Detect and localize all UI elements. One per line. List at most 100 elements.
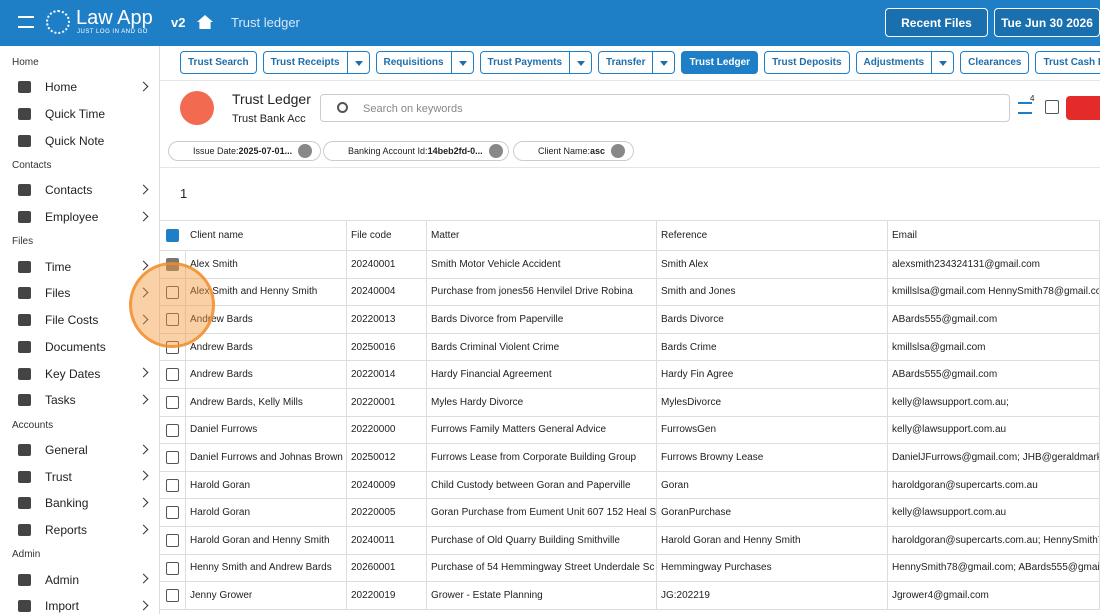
table-cell[interactable]: Smith Alex (657, 251, 888, 279)
row-checkbox[interactable] (166, 478, 179, 492)
table-cell[interactable]: Daniel Furrows and Johnas Brown (186, 444, 347, 472)
table-cell[interactable]: GoranPurchase (657, 499, 888, 527)
nav-item[interactable]: Quick Time (0, 101, 159, 128)
date-button[interactable]: Tue Jun 30 2026 (994, 8, 1100, 37)
tab-dropdown[interactable] (931, 52, 953, 73)
table-cell[interactable]: Grower - Estate Planning (427, 582, 657, 610)
table-cell[interactable]: haroldgoran@supercarts.com.au; HennySmit… (888, 527, 1100, 555)
tab-dropdown[interactable] (652, 52, 674, 73)
column-header[interactable]: Matter (427, 220, 657, 251)
table-cell[interactable]: Goran Purchase from Eument Unit 607 152 … (427, 499, 657, 527)
table-cell[interactable]: 20240001 (347, 251, 427, 279)
search-box[interactable]: Search on keywords (320, 94, 1010, 122)
nav-item[interactable]: Banking (0, 490, 159, 517)
nav-item[interactable]: General (0, 437, 159, 464)
tab-dropdown[interactable] (450, 52, 473, 73)
select-all[interactable] (166, 229, 179, 242)
notes-icon[interactable] (1045, 100, 1059, 114)
table-cell[interactable]: Daniel Furrows (186, 416, 347, 445)
tab[interactable]: Transfer (598, 51, 676, 74)
nav-item[interactable]: File Costs (0, 307, 159, 334)
table-cell[interactable]: Bards Divorce from Paperville (427, 306, 657, 334)
table-cell[interactable]: Alex Smith and Henny Smith (186, 278, 347, 307)
table-cell[interactable]: 20240004 (347, 278, 427, 307)
tab[interactable]: Adjustments (855, 51, 955, 74)
nav-item[interactable]: Quick Note (0, 127, 159, 154)
table-cell[interactable]: Hardy Financial Agreement (427, 361, 657, 389)
table-cell[interactable]: 20260001 (347, 554, 427, 583)
nav-item[interactable]: Employee (0, 204, 159, 231)
table-cell[interactable]: FurrowsGen (657, 416, 888, 445)
table-cell[interactable]: Smith Motor Vehicle Accident (427, 251, 657, 279)
table-cell[interactable]: Harold Goran and Henny Smith (186, 527, 347, 555)
nav-item[interactable]: Admin (0, 566, 159, 593)
table-cell[interactable]: kelly@lawsupport.com.au (888, 499, 1100, 527)
table-cell[interactable]: Hemmingway Purchases (657, 554, 888, 583)
nav-item[interactable]: Reports (0, 517, 159, 544)
tab[interactable]: Requisitions (375, 51, 474, 74)
table-cell[interactable]: kmillslsa@gmail.com (888, 333, 1100, 362)
remove-filter[interactable] (488, 144, 503, 158)
home-icon[interactable] (197, 15, 213, 29)
table-cell[interactable]: 20250012 (347, 444, 427, 472)
column-header[interactable]: File code (347, 220, 427, 251)
breadcrumb[interactable]: Trust ledger (231, 15, 300, 30)
nav-item[interactable]: Home (0, 74, 159, 101)
table-cell[interactable]: Bards Criminal Violent Crime (427, 333, 657, 362)
tab[interactable]: Trust Ledger (681, 51, 759, 74)
filter-icon[interactable] (1018, 102, 1032, 114)
row-checkbox[interactable] (166, 396, 179, 409)
table-cell[interactable]: Henny Smith and Andrew Bards (186, 554, 347, 583)
table-cell[interactable]: 20240011 (347, 527, 427, 555)
table-cell[interactable]: 20250016 (347, 333, 427, 362)
tab[interactable]: Clearances (960, 51, 1030, 74)
table-cell[interactable]: 20240009 (347, 471, 427, 500)
table-cell[interactable]: Bards Divorce (657, 306, 888, 334)
table-cell[interactable]: Jenny Grower (186, 582, 347, 610)
nav-item[interactable]: Key Dates (0, 360, 159, 387)
table-cell[interactable]: kelly@lawsupport.com.au; (888, 389, 1100, 417)
table-cell[interactable]: 20220001 (347, 389, 427, 417)
table-cell[interactable]: Andrew Bards, Kelly Mills (186, 389, 347, 417)
tab[interactable]: Trust Cash Book (1035, 51, 1100, 74)
tab[interactable]: Trust Deposits (764, 51, 850, 74)
nav-item[interactable]: Documents (0, 334, 159, 361)
table-cell[interactable]: Harold Goran (186, 499, 347, 527)
table-cell[interactable]: alexsmith234324131@gmail.com (888, 251, 1100, 279)
nav-item[interactable]: Contacts (0, 177, 159, 204)
table-cell[interactable]: ABards555@gmail.com (888, 361, 1100, 389)
row-checkbox[interactable] (166, 506, 179, 520)
nav-item[interactable]: Files (0, 280, 159, 307)
table-cell[interactable]: Smith and Jones (657, 278, 888, 307)
table-cell[interactable]: Furrows Family Matters General Advice (427, 416, 657, 445)
row-checkbox[interactable] (166, 423, 179, 437)
table-cell[interactable]: Goran (657, 471, 888, 500)
menu-toggle[interactable] (18, 16, 34, 28)
row-checkbox[interactable] (166, 451, 179, 465)
row-checkbox[interactable] (166, 589, 179, 603)
table-cell[interactable]: 20220013 (347, 306, 427, 334)
table-cell[interactable]: MylesDivorce (657, 389, 888, 417)
table-cell[interactable]: Andrew Bards (186, 306, 347, 334)
table-cell[interactable]: Child Custody between Goran and Papervil… (427, 471, 657, 500)
table-cell[interactable]: 20220019 (347, 582, 427, 610)
table-cell[interactable]: Hardy Fin Agree (657, 361, 888, 389)
remove-filter[interactable] (611, 144, 626, 158)
table-cell[interactable]: Andrew Bards (186, 361, 347, 389)
table-cell[interactable]: 20220000 (347, 416, 427, 445)
table-cell[interactable]: kelly@lawsupport.com.au (888, 416, 1100, 445)
row-checkbox[interactable] (166, 368, 179, 382)
table-cell[interactable]: JG:202219 (657, 582, 888, 610)
table-cell[interactable]: haroldgoran@supercarts.com.au (888, 471, 1100, 500)
table-cell[interactable]: ABards555@gmail.com (888, 306, 1100, 334)
tab[interactable]: Trust Search (180, 51, 257, 74)
recent-files-button[interactable]: Recent Files (885, 8, 988, 37)
table-cell[interactable]: 20220005 (347, 499, 427, 527)
nav-item[interactable]: Trust (0, 463, 159, 490)
tab[interactable]: Trust Receipts (262, 51, 370, 74)
table-cell[interactable]: DanielJFurrows@gmail.com; JHB@geraldmark (888, 444, 1100, 472)
table-cell[interactable]: Purchase from jones56 Henvilel Drive Rob… (427, 278, 657, 307)
table-cell[interactable]: Alex Smith (186, 251, 347, 279)
table-cell[interactable]: Harold Goran (186, 471, 347, 500)
nav-item[interactable]: Tasks (0, 387, 159, 414)
